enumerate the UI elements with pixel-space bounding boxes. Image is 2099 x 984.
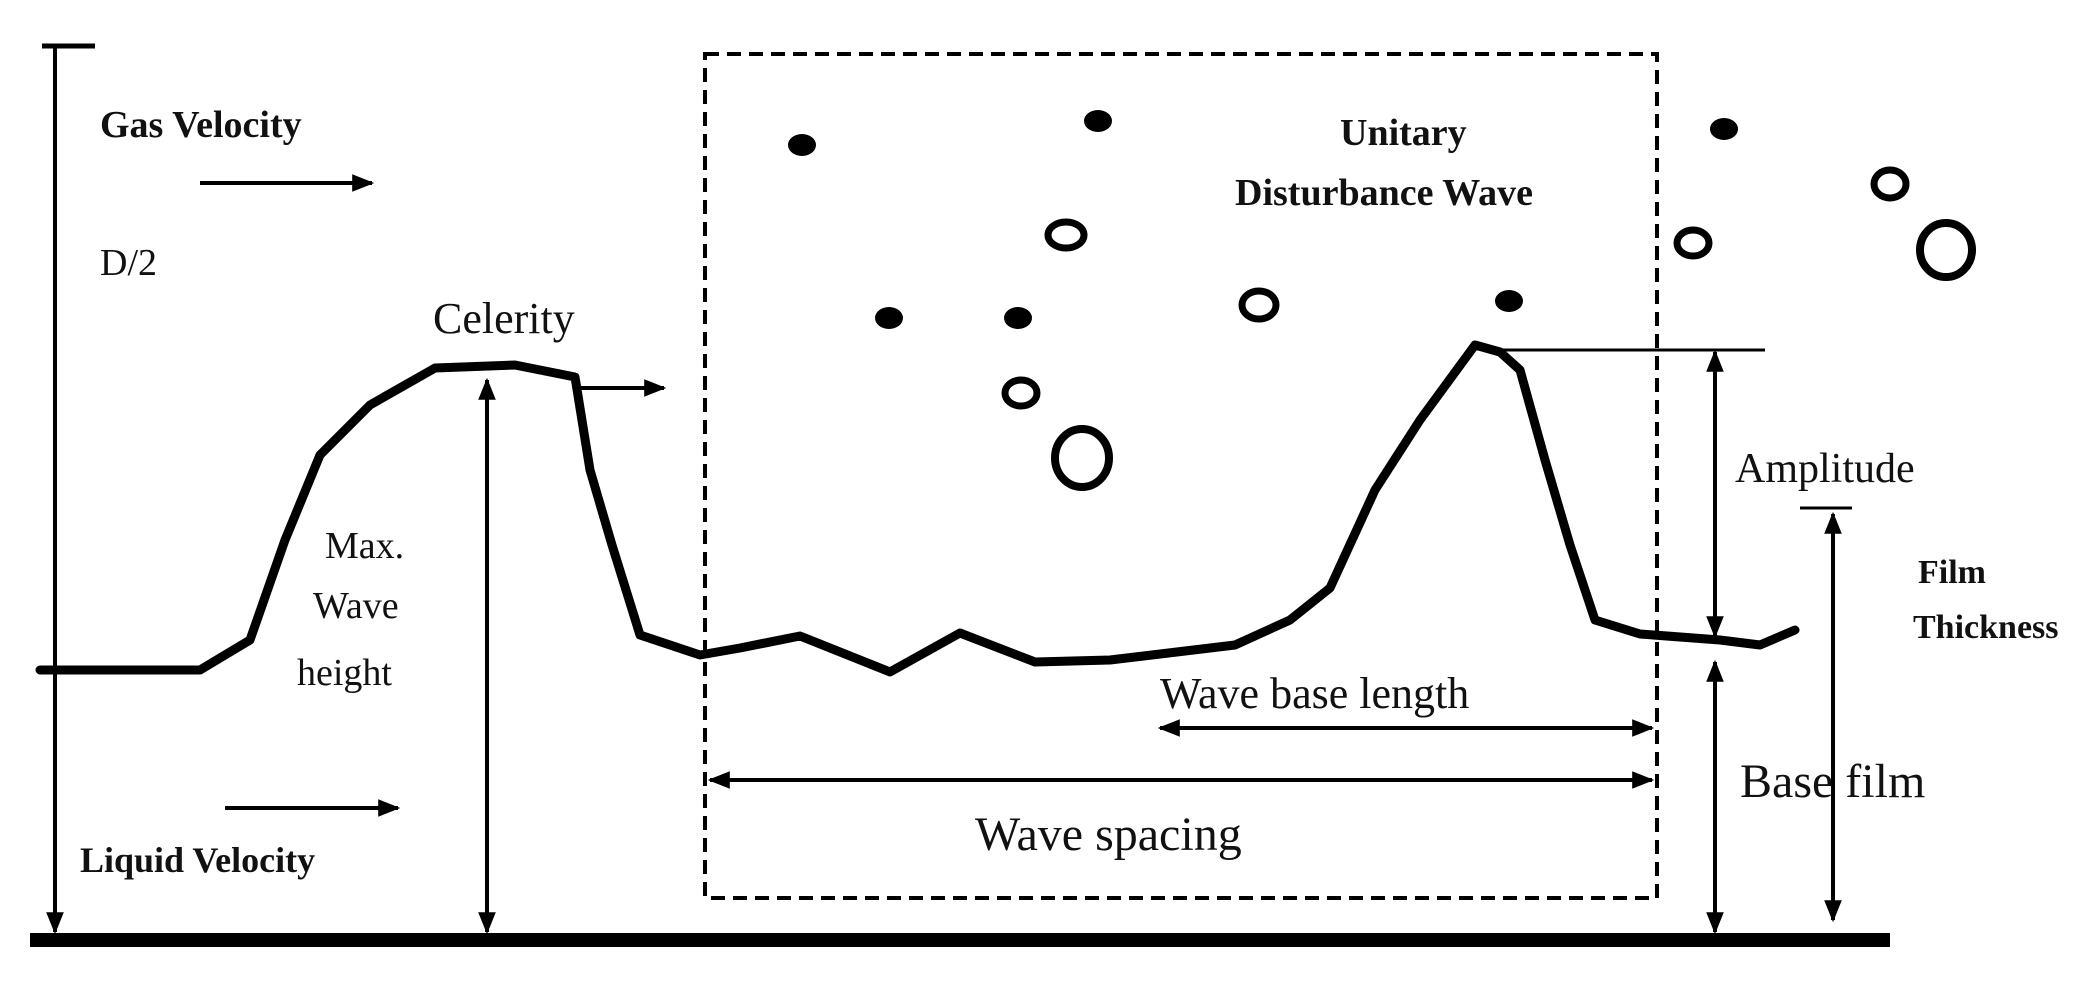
unitary-wave-box <box>703 52 1659 900</box>
label-gas-velocity: Gas Velocity <box>100 104 302 146</box>
droplet-filled <box>1495 290 1523 312</box>
label-disturbance-wave: Disturbance Wave <box>1235 172 1533 214</box>
droplet-filled <box>788 134 816 156</box>
label-liquid-velocity: Liquid Velocity <box>80 840 315 880</box>
label-unitary: Unitary <box>1340 112 1467 154</box>
label-d-half: D/2 <box>100 242 157 284</box>
label-max: Max. <box>325 525 404 567</box>
droplet-hollow <box>1673 226 1713 260</box>
label-celerity: Celerity <box>433 294 575 343</box>
droplet-filled <box>875 307 903 329</box>
droplet-hollow <box>1051 425 1113 491</box>
droplet-hollow <box>1238 287 1280 323</box>
droplet-filled <box>1084 110 1112 132</box>
label-base-film: Base film <box>1740 755 1925 808</box>
label-film: Film <box>1918 554 1986 591</box>
droplet-hollow <box>1870 166 1910 202</box>
label-wave-spacing: Wave spacing <box>975 808 1242 861</box>
droplet-filled <box>1004 307 1032 329</box>
droplet-hollow <box>1916 219 1976 281</box>
label-wave: Wave <box>313 585 399 627</box>
label-wave-base-length: Wave base length <box>1160 669 1469 718</box>
droplet-hollow <box>1044 218 1088 252</box>
droplet-hollow <box>1001 376 1041 410</box>
film-profile-curve <box>35 340 1800 677</box>
label-height: height <box>297 652 392 694</box>
label-thickness: Thickness <box>1913 609 2059 646</box>
label-amplitude: Amplitude <box>1735 446 1915 492</box>
droplet-filled <box>1710 118 1738 140</box>
